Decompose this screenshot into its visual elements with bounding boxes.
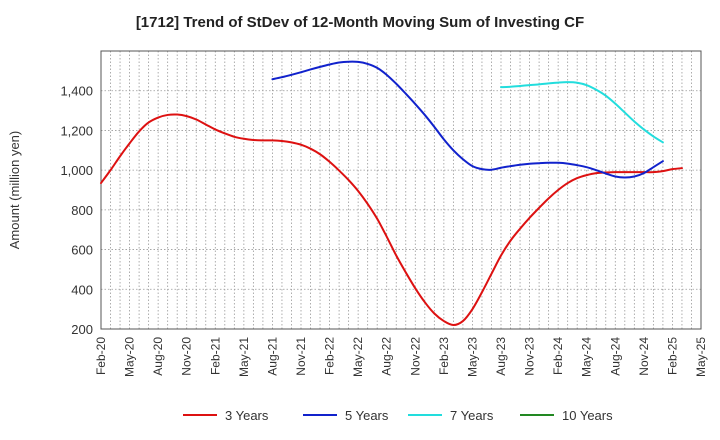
x-tick-label: Aug-24 — [608, 337, 622, 376]
x-tick-label: Nov-24 — [637, 337, 651, 376]
x-tick-label: Nov-21 — [294, 337, 308, 376]
legend-label: 5 Years — [345, 408, 389, 423]
y-tick-label: 1,000 — [60, 163, 93, 178]
x-tick-label: Feb-23 — [437, 337, 451, 375]
x-tick-label: May-24 — [580, 337, 594, 377]
x-tick-label: Feb-24 — [551, 337, 565, 375]
x-tick-label: May-21 — [237, 337, 251, 377]
x-tick-label: Aug-22 — [380, 337, 394, 376]
x-tick-label: Aug-21 — [265, 337, 279, 376]
y-tick-label: 1,400 — [60, 84, 93, 99]
x-tick-label: May-22 — [351, 337, 365, 377]
x-tick-label: Aug-20 — [151, 337, 165, 376]
x-tick-label: Feb-25 — [665, 337, 679, 375]
y-axis-label: Amount (million yen) — [7, 131, 22, 250]
legend-label: 3 Years — [225, 408, 269, 423]
y-tick-label: 400 — [71, 282, 93, 297]
x-tick-label: May-23 — [465, 337, 479, 377]
y-tick-label: 1,200 — [60, 123, 93, 138]
chart-title: [1712] Trend of StDev of 12-Month Moving… — [135, 14, 585, 31]
x-tick-label: Feb-21 — [208, 337, 222, 375]
legend-label: 10 Years — [562, 408, 613, 423]
x-tick-label: Nov-22 — [408, 337, 422, 376]
legend-label: 7 Years — [450, 408, 494, 423]
y-tick-label: 800 — [71, 203, 93, 218]
series-line-5-years — [271, 60, 664, 179]
x-tick-label: May-25 — [694, 337, 708, 377]
y-tick-label: 600 — [71, 243, 93, 258]
x-tick-label: Feb-22 — [323, 337, 337, 375]
x-tick-label: May-20 — [123, 337, 137, 377]
x-tick-label: Nov-20 — [180, 337, 194, 376]
x-tick-label: Nov-23 — [523, 337, 537, 376]
plot-area-border — [100, 50, 702, 330]
x-tick-label: Aug-23 — [494, 337, 508, 376]
series-line-3-years — [100, 113, 683, 327]
y-tick-label: 200 — [71, 322, 93, 337]
series-line-7-years — [500, 81, 664, 144]
x-tick-label: Feb-20 — [94, 337, 108, 375]
